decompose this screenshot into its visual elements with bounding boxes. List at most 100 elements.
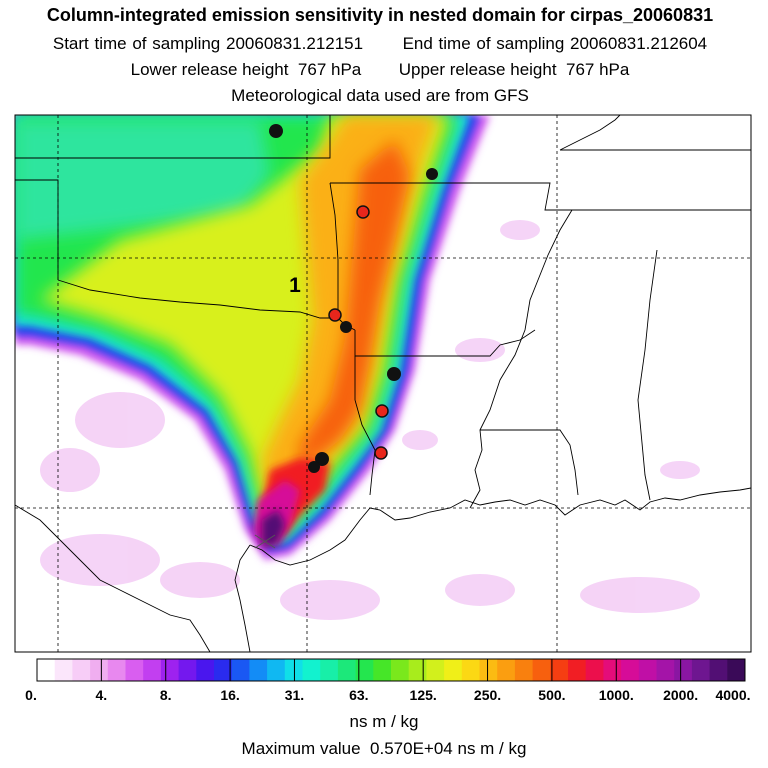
upper-height-label: Upper release height — [398, 60, 557, 79]
start-time-value: 20060831.212151 — [226, 34, 364, 53]
colorbar-swatch — [638, 659, 657, 681]
plume-deep-orange-core — [300, 140, 410, 470]
colorbar-tick-label: 16. — [220, 687, 239, 703]
colorbar-frame — [36, 658, 746, 682]
colorbar-swatch — [656, 659, 675, 681]
colorbar-tick-label: 0. — [25, 687, 37, 703]
colorbar-tick-label: 500. — [538, 687, 565, 703]
mississippi-alabama-border — [637, 249, 658, 501]
red-station-marker — [328, 308, 342, 322]
lower-height-label: Lower release height — [130, 60, 289, 79]
colorbar-tick-label: 4. — [96, 687, 108, 703]
ohio-river — [559, 115, 621, 151]
colorbar-swatch — [54, 659, 73, 681]
colorbar-swatch — [461, 659, 480, 681]
map-frame — [14, 114, 752, 653]
kansas-oklahoma-border — [15, 115, 331, 159]
colorbar-swatch — [249, 659, 268, 681]
end-time-value: 20060831.212604 — [570, 34, 708, 53]
red-station-marker — [374, 446, 388, 460]
colorbar-tick-label: 1000. — [599, 687, 634, 703]
end-time-label: End time of sampling — [402, 34, 565, 53]
colorbar-tick-labels: 0. 4. 8. 16. 31. 63. 125. 250. 500. 1000. 2000. 400… — [25, 687, 750, 703]
oklahoma-arkansas-border — [329, 182, 339, 318]
colorbar-tick-label: 8. — [160, 687, 172, 703]
colorbar-swatch — [408, 659, 427, 681]
black-station-marker — [387, 367, 401, 381]
colorbar-swatch — [391, 659, 410, 681]
colorbar-swatch — [72, 659, 91, 681]
colorbar-swatch — [514, 659, 534, 681]
colorbar-swatch — [231, 659, 250, 681]
colorbar-units: ns m / kg — [349, 712, 419, 731]
maximum-value-value: 0.570E+04 ns m / kg — [370, 739, 527, 758]
colorbar-swatch — [426, 659, 445, 681]
red-station-marker — [375, 404, 389, 418]
missouri-arkansas-border — [330, 182, 572, 211]
colorbar-tick-label: 31. — [285, 687, 304, 703]
oklahoma-panhandle — [15, 179, 59, 280]
gulf-coast — [249, 487, 751, 566]
colorbar-swatch — [196, 659, 215, 681]
colorbar-swatch — [178, 659, 197, 681]
met-data-line: Meteorological data used are from GFS — [231, 86, 529, 105]
colorbar-swatch — [621, 659, 640, 681]
colorbar-tick-label: 63. — [349, 687, 368, 703]
colorbar-swatch — [337, 659, 357, 681]
colorbar-swatch — [302, 659, 321, 681]
colorbar-swatch — [691, 659, 711, 681]
colorbar-swatch — [444, 659, 463, 681]
colorbar-tick-label: 125. — [410, 687, 437, 703]
colorbar-swatch — [320, 659, 339, 681]
colorbar-swatch — [603, 659, 622, 681]
colorbar-swatch — [709, 659, 728, 681]
black-station-marker — [269, 124, 283, 138]
texas-louisiana-border — [354, 356, 376, 496]
colorbar-swatch — [727, 659, 746, 681]
black-station-marker — [340, 321, 352, 333]
colorbar-swatch — [125, 659, 144, 681]
maximum-value-label: Maximum value — [241, 739, 361, 758]
upper-height-value: 767 hPa — [566, 60, 630, 79]
boundaries — [15, 115, 751, 652]
colorbar-swatch — [585, 659, 604, 681]
mississippi-river — [469, 209, 573, 509]
plume-purple-peak — [262, 510, 285, 545]
colorbar-swatch — [568, 659, 587, 681]
colorbar-swatch — [674, 659, 693, 681]
colorbar-swatch — [497, 659, 516, 681]
black-station-marker — [426, 168, 438, 180]
colorbar-swatch — [267, 659, 286, 681]
start-time-label: Start time of sampling — [52, 34, 221, 53]
sampling-times-line: Start time of sampling 20060831.212151 E… — [0, 34, 760, 54]
black-station-marker — [308, 461, 320, 473]
sensitivity-plume — [15, 115, 490, 560]
release-site-marker — [254, 534, 276, 549]
colorbar-swatch — [532, 659, 551, 681]
release-number-label: 1 — [289, 274, 301, 297]
colorbar — [36, 658, 746, 682]
maximum-value-line: Maximum value 0.570E+04 ns m / kg — [0, 739, 768, 759]
mexico-border — [15, 504, 211, 652]
colorbar-swatch — [550, 659, 569, 681]
red-river — [57, 279, 356, 331]
colorbar-swatch — [355, 659, 374, 681]
black-station-marker — [315, 452, 329, 466]
colorbar-swatch — [284, 659, 303, 681]
map-panel: 1 — [15, 115, 751, 652]
colorbar-swatch — [373, 659, 392, 681]
texas-coast-south — [234, 544, 251, 652]
release-heights-line: Lower release height 767 hPa Upper relea… — [0, 60, 760, 80]
colorbar-tick-label: 2000. — [663, 687, 698, 703]
colorbar-swatch — [479, 659, 498, 681]
colorbar-tick-label: 250. — [474, 687, 501, 703]
colorbar-swatch — [90, 659, 109, 681]
colorbar-swatch — [160, 659, 180, 681]
colorbar-swatch — [107, 659, 126, 681]
lower-height-value: 767 hPa — [297, 60, 362, 79]
louisiana-mississippi-border — [480, 429, 579, 496]
colorbar-swatch — [37, 659, 56, 681]
plume-teal-north — [15, 120, 270, 240]
graticule — [15, 115, 751, 652]
